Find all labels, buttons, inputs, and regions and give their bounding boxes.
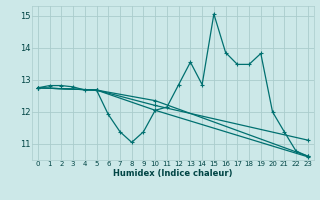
- X-axis label: Humidex (Indice chaleur): Humidex (Indice chaleur): [113, 169, 233, 178]
